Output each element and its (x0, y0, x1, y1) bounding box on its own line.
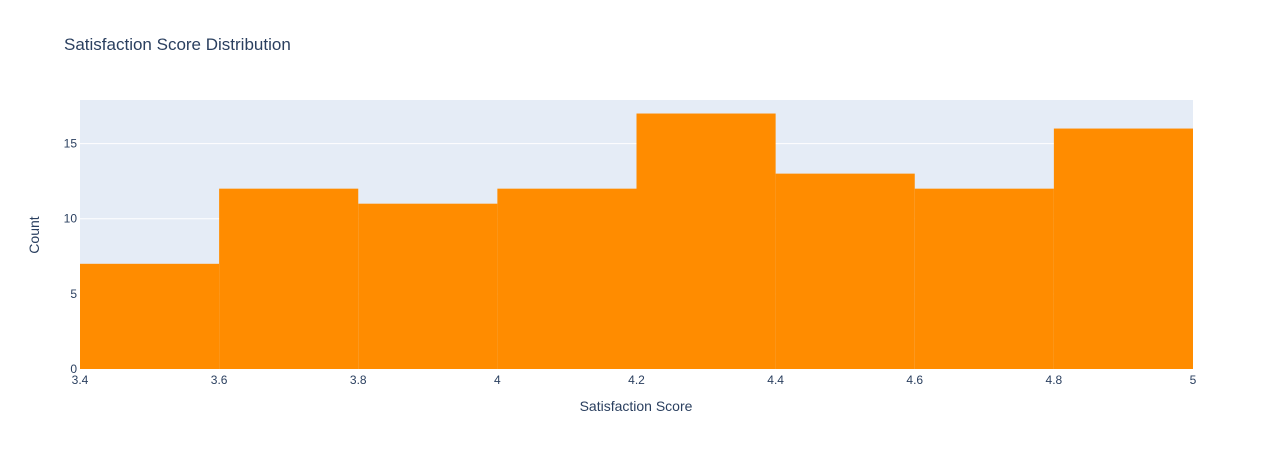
x-tick-label: 4.6 (906, 373, 923, 387)
y-tick-label: 5 (70, 287, 77, 301)
x-tick-label: 4 (494, 373, 501, 387)
x-tick-label: 4.8 (1046, 373, 1063, 387)
x-axis-ticks: 3.4 3.6 3.8 4 4.2 4.4 4.6 4.8 5 (72, 373, 1197, 387)
y-axis-ticks: 0 5 10 15 (64, 137, 78, 376)
y-tick-label: 10 (64, 212, 78, 226)
histogram-bar (358, 203, 498, 369)
histogram-bar (914, 188, 1054, 369)
histogram-bar (636, 113, 776, 369)
x-axis-title: Satisfaction Score (580, 398, 693, 414)
y-tick-label: 15 (64, 137, 78, 151)
x-tick-label: 3.6 (211, 373, 228, 387)
chart-title: Satisfaction Score Distribution (64, 35, 291, 54)
bars (80, 113, 1193, 369)
histogram-bar (775, 173, 915, 369)
x-tick-label: 3.8 (350, 373, 367, 387)
y-tick-label: 0 (70, 362, 77, 376)
x-tick-label: 5 (1190, 373, 1197, 387)
histogram-bar (80, 263, 220, 369)
x-tick-label: 3.4 (72, 373, 89, 387)
histogram-bar (1053, 128, 1193, 369)
x-tick-label: 4.4 (767, 373, 784, 387)
histogram-bar (219, 188, 359, 369)
x-tick-label: 4.2 (628, 373, 645, 387)
histogram-bar (497, 188, 637, 369)
y-axis-title: Count (26, 216, 42, 253)
